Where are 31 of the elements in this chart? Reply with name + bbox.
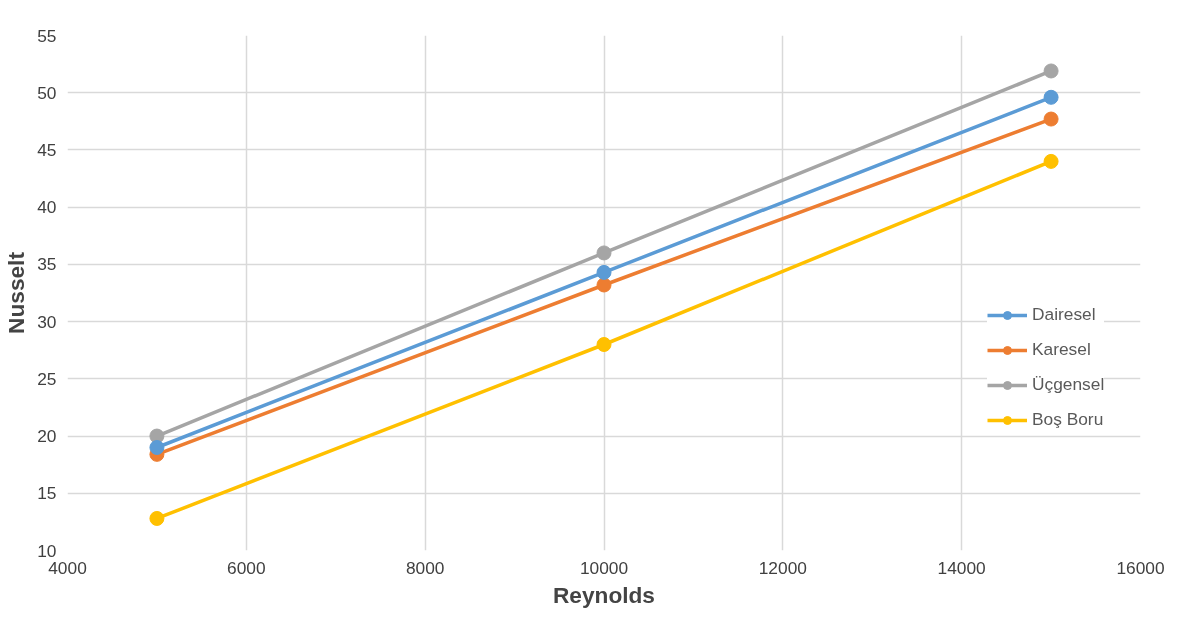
point bbox=[1043, 111, 1059, 127]
x-tick-label: 12000 bbox=[758, 557, 807, 578]
y-axis-title: Nusselt bbox=[3, 251, 30, 334]
x-axis-title: Reynolds bbox=[553, 581, 655, 608]
x-tick-label: 10000 bbox=[579, 557, 629, 578]
y-tick-label: 15 bbox=[37, 483, 57, 504]
legend-label: Karesel bbox=[1032, 339, 1091, 360]
y-tick-label: 35 bbox=[37, 254, 57, 275]
x-tick-label: 16000 bbox=[1116, 557, 1165, 578]
x-tick-label: 6000 bbox=[227, 557, 266, 578]
y-tick-label: 25 bbox=[37, 368, 57, 389]
point bbox=[149, 440, 165, 455]
y-tick-label: 55 bbox=[37, 25, 57, 46]
legend-label: Üçgensel bbox=[1032, 374, 1105, 395]
y-tick-label: 45 bbox=[37, 139, 57, 160]
point bbox=[596, 337, 612, 352]
legend-label: Dairesel bbox=[1032, 304, 1096, 325]
y-tick-label: 40 bbox=[37, 197, 57, 218]
point bbox=[1043, 89, 1059, 105]
x-tick-label: 14000 bbox=[937, 557, 986, 578]
point bbox=[596, 245, 612, 261]
point bbox=[596, 277, 612, 293]
point bbox=[1043, 63, 1059, 79]
y-tick-label: 50 bbox=[37, 82, 57, 103]
y-tick-label: 30 bbox=[37, 311, 57, 332]
legend-label: Boş Boru bbox=[1032, 409, 1104, 430]
point bbox=[149, 510, 165, 526]
y-tick-label: 20 bbox=[37, 426, 57, 447]
point bbox=[1043, 153, 1059, 169]
point bbox=[596, 264, 612, 280]
x-tick-label: 8000 bbox=[405, 557, 445, 578]
